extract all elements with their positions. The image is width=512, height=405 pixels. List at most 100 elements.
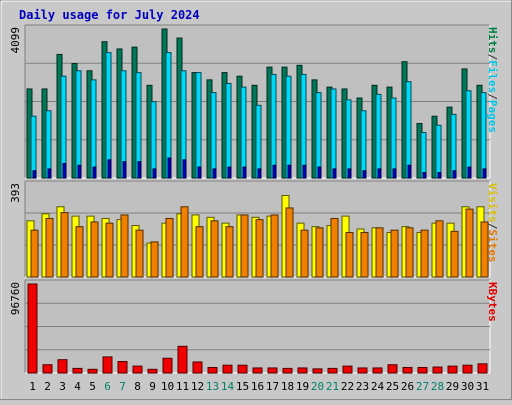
- legend-entry: Hits: [486, 27, 499, 54]
- bar-sites-day-31: [480, 221, 489, 278]
- bar-sites-day-10: [165, 217, 174, 278]
- x-tick-label-17: 17: [266, 380, 279, 393]
- bar-sites-day-28: [435, 220, 444, 278]
- bar-sites-day-7: [120, 214, 129, 278]
- bar-kbytes-day-20: [312, 368, 323, 374]
- bar-sites-day-18: [285, 207, 294, 278]
- bar-sites-day-22: [345, 232, 354, 278]
- x-tick-label-5: 5: [89, 380, 96, 393]
- x-tick-label-24: 24: [371, 380, 385, 393]
- bar-pages-day-29: [452, 170, 457, 179]
- x-tick-label-16: 16: [251, 380, 264, 393]
- bar-kbytes-day-25: [387, 364, 398, 374]
- bar-pages-day-1: [32, 170, 37, 179]
- bar-pages-day-16: [257, 168, 262, 179]
- bar-sites-day-8: [135, 229, 144, 278]
- bar-files-day-5: [90, 79, 97, 179]
- bar-files-day-13: [210, 92, 217, 179]
- bar-sites-day-14: [225, 226, 234, 278]
- bar-sites-day-16: [255, 219, 264, 278]
- bar-files-day-15: [240, 86, 247, 179]
- legend-entry: Files: [486, 60, 499, 93]
- bar-sites-day-11: [180, 206, 189, 278]
- bar-files-day-17: [270, 73, 277, 179]
- bar-kbytes-day-5: [87, 368, 98, 374]
- bar-files-day-24: [375, 93, 382, 179]
- x-tick-label-18: 18: [281, 380, 294, 393]
- bar-kbytes-day-30: [462, 364, 473, 374]
- bar-files-day-25: [390, 97, 397, 179]
- bar-sites-day-9: [150, 241, 159, 278]
- bar-sites-day-26: [405, 227, 414, 278]
- x-tick-label-1: 1: [29, 380, 36, 393]
- bar-kbytes-day-17: [267, 367, 278, 374]
- bar-files-day-23: [360, 110, 367, 179]
- bar-pages-day-24: [377, 168, 382, 179]
- bar-sites-day-21: [330, 217, 339, 278]
- x-tick-label-19: 19: [296, 380, 309, 393]
- bar-kbytes-day-11: [177, 345, 188, 374]
- bar-sites-day-2: [45, 217, 54, 278]
- bar-files-day-26: [405, 81, 412, 179]
- bar-sites-day-27: [420, 229, 429, 278]
- bar-pages-day-5: [92, 166, 97, 179]
- bar-pages-day-2: [47, 168, 52, 179]
- bar-kbytes-day-18: [282, 367, 293, 374]
- bar-kbytes-day-10: [162, 357, 173, 374]
- bar-files-day-9: [150, 101, 157, 179]
- bar-sites-day-20: [315, 227, 324, 278]
- bar-files-day-20: [315, 92, 322, 179]
- bar-kbytes-day-12: [192, 361, 203, 374]
- panel-bottom-legend: KBytes: [486, 282, 499, 322]
- bar-pages-day-10: [167, 157, 172, 179]
- bar-pages-day-28: [437, 172, 442, 179]
- bar-files-day-27: [420, 132, 427, 179]
- bar-pages-day-4: [77, 164, 82, 179]
- legend-entry: /: [486, 223, 499, 230]
- x-tick-label-4: 4: [74, 380, 81, 393]
- bar-kbytes-day-14: [222, 364, 233, 374]
- bar-sites-day-23: [360, 232, 369, 278]
- bar-files-day-22: [345, 99, 352, 179]
- bar-kbytes-day-22: [342, 365, 353, 374]
- x-tick-label-26: 26: [401, 380, 414, 393]
- bar-files-day-14: [225, 82, 232, 179]
- bar-kbytes-day-26: [402, 366, 413, 374]
- bar-kbytes-day-16: [252, 367, 263, 374]
- bar-sites-day-30: [465, 208, 474, 278]
- panel-middle-max-label: 393: [9, 183, 22, 203]
- x-tick-label-13: 13: [206, 380, 219, 393]
- bar-kbytes-day-28: [432, 366, 443, 374]
- x-tick-label-23: 23: [356, 380, 369, 393]
- legend-entry: Sites: [486, 229, 499, 262]
- bar-pages-day-23: [362, 170, 367, 179]
- bar-kbytes-day-23: [357, 367, 368, 374]
- bar-sites-day-6: [105, 222, 114, 278]
- bar-pages-day-8: [137, 161, 142, 179]
- bar-files-day-1: [30, 115, 37, 179]
- bar-kbytes-day-1: [27, 283, 38, 374]
- bar-pages-day-14: [227, 166, 232, 179]
- bar-pages-day-19: [302, 164, 307, 179]
- bar-kbytes-day-29: [447, 365, 458, 374]
- x-tick-label-25: 25: [386, 380, 399, 393]
- bar-kbytes-day-8: [132, 365, 143, 374]
- legend-entry: /: [486, 93, 499, 100]
- bar-sites-day-5: [90, 221, 99, 278]
- bar-files-day-18: [285, 75, 292, 179]
- chart-title: Daily usage for July 2024: [19, 8, 200, 22]
- bar-kbytes-day-9: [147, 368, 158, 374]
- bar-pages-day-30: [467, 166, 472, 179]
- bar-kbytes-day-31: [477, 363, 488, 374]
- bar-sites-day-24: [375, 227, 384, 278]
- bar-kbytes-day-27: [417, 366, 428, 374]
- bar-sites-day-13: [210, 220, 219, 278]
- x-tick-label-27: 27: [416, 380, 429, 393]
- x-tick-label-2: 2: [44, 380, 51, 393]
- bar-pages-day-17: [272, 164, 277, 179]
- bar-sites-day-15: [240, 214, 249, 278]
- bar-kbytes-day-3: [57, 359, 68, 374]
- bar-files-day-4: [75, 70, 82, 179]
